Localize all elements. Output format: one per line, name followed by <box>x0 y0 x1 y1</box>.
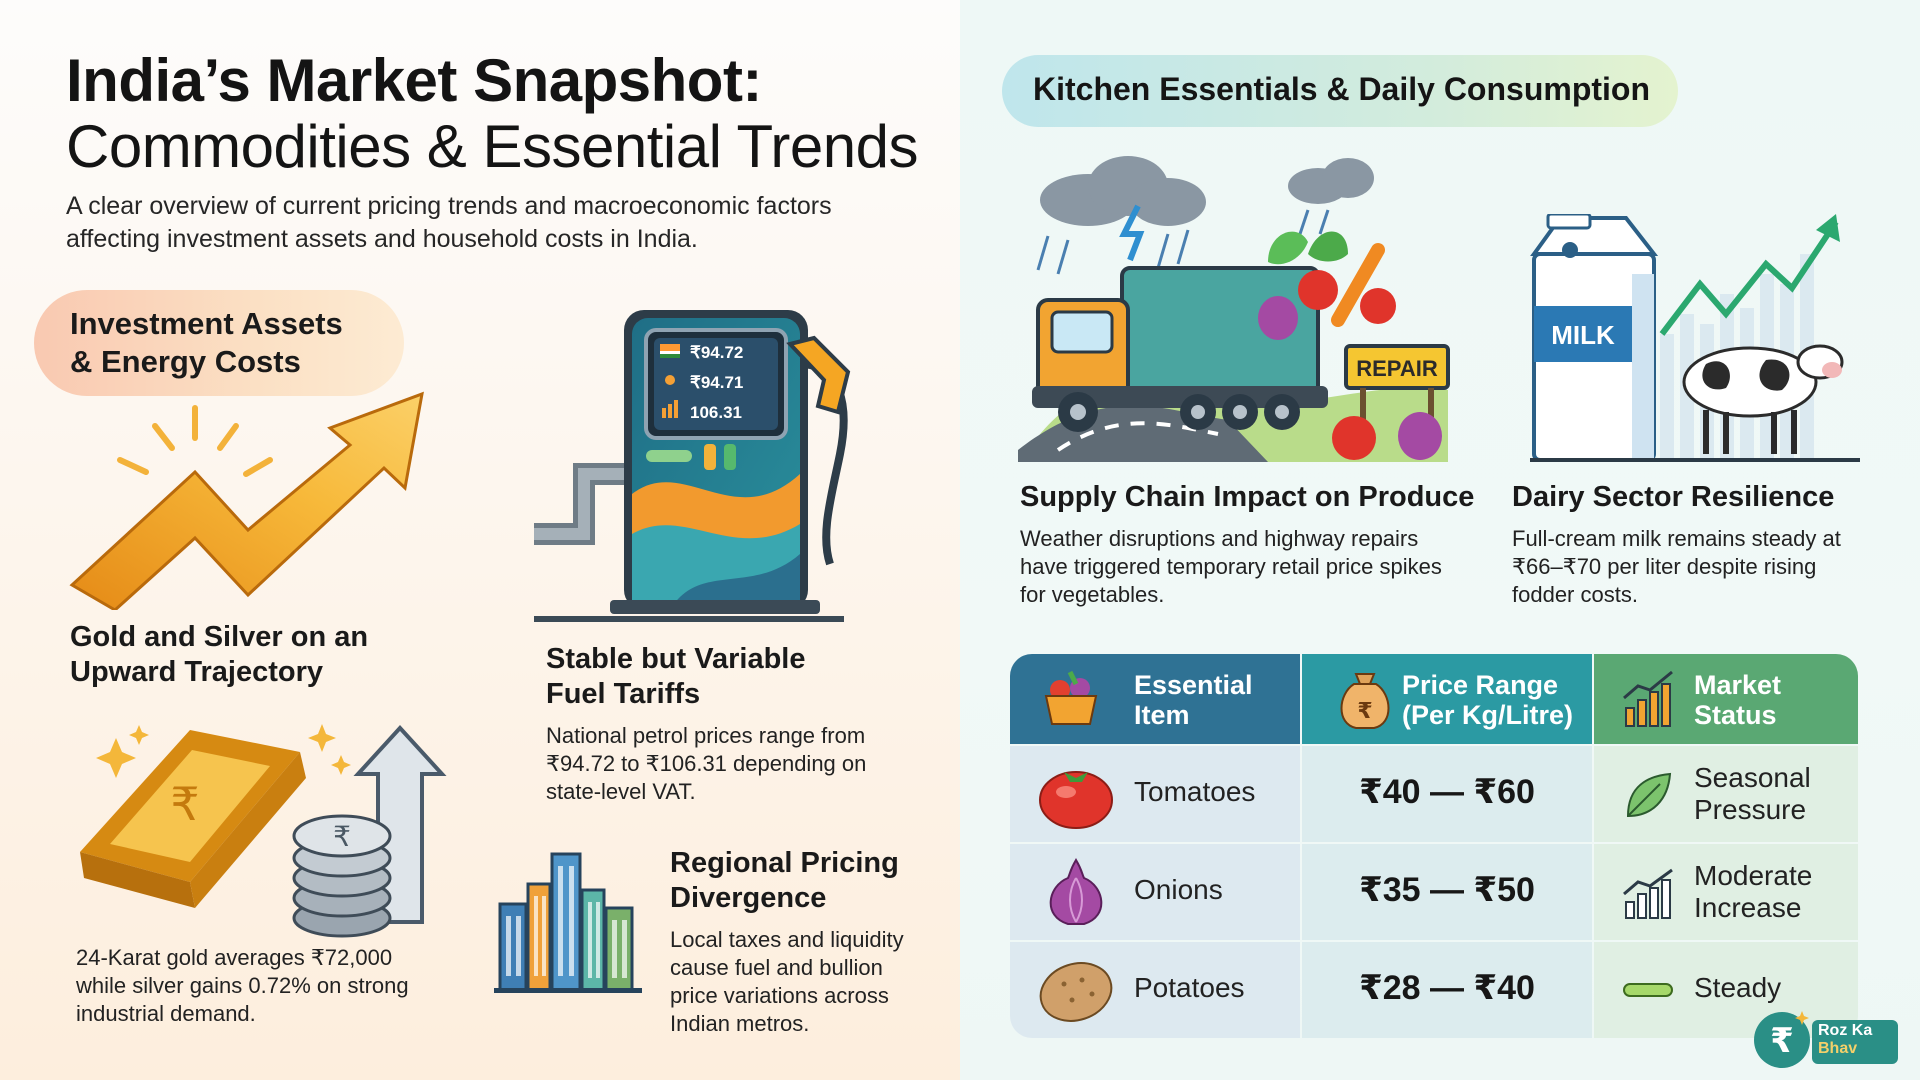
table-row-onions-status: Moderate Increase <box>1594 844 1858 940</box>
price-value: ₹28 — ₹40 <box>1359 969 1535 1007</box>
logo-line-1: Roz Ka <box>1818 1022 1873 1039</box>
table-row-tomatoes-item: Tomatoes <box>1010 746 1300 842</box>
status-text: Steady <box>1694 972 1782 1003</box>
regional-body: Local taxes and liquidity cause fuel and… <box>670 927 904 1036</box>
status-text: Moderate Increase <box>1694 860 1813 923</box>
brand-logo: ₹ Roz Ka Bhav <box>1752 1010 1900 1068</box>
milk-cow-icon: MILK <box>1530 214 1860 462</box>
fuel-pump-icon: ₹94.72 ₹94.71 106.31 <box>534 310 851 622</box>
section-title-kitchen: Kitchen Essentials & Daily Consumption <box>1033 71 1650 107</box>
milk-carton-label: MILK <box>1551 320 1615 350</box>
money-bag-icon: ₹ <box>1340 673 1390 729</box>
gold-heading: Gold and Silver on an Upward Trajectory <box>70 621 369 688</box>
intro-text: A clear overview of current pricing tren… <box>66 192 832 253</box>
gold-bar-coins-icon: ₹ ₹ <box>80 724 447 938</box>
item-name: Tomatoes <box>1134 776 1256 807</box>
supply-heading: Supply Chain Impact on Produce <box>1020 481 1475 513</box>
pump-price-1: ₹94.72 <box>690 343 743 362</box>
page-subtitle: Commodities & Essential Trends <box>66 113 919 180</box>
table-row-tomatoes-price: ₹40 — ₹60 <box>1302 746 1592 842</box>
header-essential-item: Essential Item <box>1010 654 1300 744</box>
svg-text:₹: ₹ <box>170 777 199 831</box>
bar-chart-up-icon <box>1623 868 1673 919</box>
regional-heading: Regional Pricing Divergence <box>670 847 899 914</box>
section-title-investment: Investment Assets & Energy Costs <box>70 306 343 379</box>
repair-sign: REPAIR <box>1356 356 1438 381</box>
svg-text:₹: ₹ <box>1357 699 1372 724</box>
item-name: Onions <box>1134 874 1223 905</box>
table-row-potatoes-price: ₹28 — ₹40 <box>1302 942 1592 1038</box>
page-title: India’s Market Snapshot: <box>66 47 762 114</box>
pump-price-2: ₹94.71 <box>690 373 743 392</box>
truck-produce-icon: REPAIR <box>1018 156 1450 462</box>
section-pill-kitchen <box>1002 55 1678 127</box>
table-row-onions-price: ₹35 — ₹50 <box>1302 844 1592 940</box>
price-value: ₹40 — ₹60 <box>1359 773 1535 811</box>
table-row-tomatoes-status: Seasonal Pressure <box>1594 746 1858 842</box>
section-pill-investment <box>34 290 404 396</box>
header-market-status: Market Status <box>1594 654 1858 744</box>
flat-line-icon <box>1623 983 1673 997</box>
svg-text:₹: ₹ <box>1770 1021 1794 1061</box>
fuel-heading: Stable but Variable Fuel Tariffs <box>546 643 806 710</box>
onion-icon <box>1049 858 1103 925</box>
pump-price-3: 106.31 <box>690 403 742 422</box>
svg-text:₹: ₹ <box>333 820 351 853</box>
price-value: ₹35 — ₹50 <box>1359 871 1535 909</box>
table-row-onions-item: Onions <box>1010 844 1300 940</box>
fuel-body: National petrol prices range from ₹94.72… <box>546 723 867 804</box>
potato-icon <box>1039 962 1113 1022</box>
gold-body: 24-Karat gold averages ₹72,000 while sil… <box>76 945 409 1026</box>
vegetable-basket-icon <box>1044 670 1098 725</box>
item-name: Potatoes <box>1134 972 1245 1003</box>
rising-arrow-icon <box>69 391 424 610</box>
logo-line-2: Bhav <box>1818 1040 1858 1057</box>
header-price-range: ₹ Price Range (Per Kg/Litre) <box>1302 654 1592 744</box>
rupee-logo-icon: ₹ <box>1754 1011 1810 1068</box>
tomato-icon <box>1039 771 1113 829</box>
price-table: Essential Item ₹ Price Range (Per Kg/Lit… <box>1010 654 1858 1038</box>
dairy-body: Full-cream milk remains steady at ₹66–₹7… <box>1512 526 1841 607</box>
dairy-heading: Dairy Sector Resilience <box>1512 481 1835 513</box>
status-text: Seasonal Pressure <box>1694 762 1811 825</box>
table-row-potatoes-status: Steady <box>1594 942 1858 1038</box>
bar-chart-up-icon <box>1623 670 1673 727</box>
city-buildings-icon <box>494 852 642 993</box>
supply-body: Weather disruptions and highway repairs … <box>1020 526 1442 607</box>
leaf-icon <box>1626 772 1672 818</box>
table-row-potatoes-item: Potatoes <box>1010 942 1300 1038</box>
